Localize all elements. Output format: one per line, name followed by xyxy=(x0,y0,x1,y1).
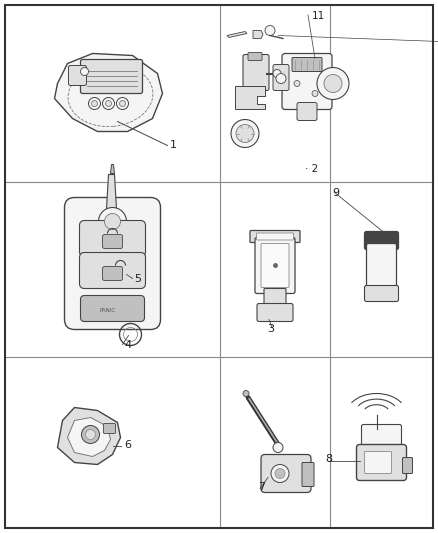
Text: 4: 4 xyxy=(124,340,132,350)
Circle shape xyxy=(236,125,254,142)
Circle shape xyxy=(231,119,259,148)
FancyBboxPatch shape xyxy=(297,102,317,120)
FancyBboxPatch shape xyxy=(264,288,286,309)
Polygon shape xyxy=(106,174,117,214)
Circle shape xyxy=(273,69,281,77)
FancyBboxPatch shape xyxy=(243,54,269,91)
Polygon shape xyxy=(57,408,120,464)
Circle shape xyxy=(81,425,99,443)
Polygon shape xyxy=(110,165,114,174)
FancyBboxPatch shape xyxy=(302,463,314,487)
Circle shape xyxy=(81,68,88,76)
Circle shape xyxy=(273,442,283,453)
Circle shape xyxy=(120,101,126,107)
FancyBboxPatch shape xyxy=(102,235,123,248)
FancyBboxPatch shape xyxy=(255,238,295,294)
FancyBboxPatch shape xyxy=(364,231,399,249)
Circle shape xyxy=(92,101,98,107)
FancyBboxPatch shape xyxy=(103,424,116,433)
FancyBboxPatch shape xyxy=(261,244,289,287)
Circle shape xyxy=(324,75,342,93)
FancyBboxPatch shape xyxy=(261,455,311,492)
Text: 6: 6 xyxy=(124,440,131,449)
Text: 7: 7 xyxy=(258,482,265,492)
FancyBboxPatch shape xyxy=(80,253,145,288)
FancyBboxPatch shape xyxy=(367,244,396,292)
Circle shape xyxy=(275,469,285,479)
Polygon shape xyxy=(67,417,110,456)
FancyBboxPatch shape xyxy=(102,266,123,280)
FancyBboxPatch shape xyxy=(357,445,406,481)
Text: · 2: · 2 xyxy=(305,164,318,174)
FancyBboxPatch shape xyxy=(250,230,300,243)
FancyBboxPatch shape xyxy=(292,58,322,71)
FancyBboxPatch shape xyxy=(68,66,86,85)
Text: 5: 5 xyxy=(134,273,141,284)
FancyBboxPatch shape xyxy=(81,60,142,93)
Circle shape xyxy=(85,430,95,440)
FancyBboxPatch shape xyxy=(64,198,160,329)
Circle shape xyxy=(102,98,114,109)
Circle shape xyxy=(271,464,289,482)
Polygon shape xyxy=(235,85,265,109)
FancyBboxPatch shape xyxy=(257,233,293,240)
Polygon shape xyxy=(54,53,162,132)
Circle shape xyxy=(117,98,128,109)
Circle shape xyxy=(243,391,249,397)
Text: 8: 8 xyxy=(325,455,332,464)
Circle shape xyxy=(106,101,112,107)
Circle shape xyxy=(312,91,318,96)
Text: PANIC: PANIC xyxy=(99,309,116,313)
Circle shape xyxy=(294,80,300,86)
FancyBboxPatch shape xyxy=(257,303,293,321)
FancyBboxPatch shape xyxy=(80,221,145,256)
Text: 3: 3 xyxy=(267,324,274,334)
Circle shape xyxy=(276,74,286,84)
Circle shape xyxy=(99,207,127,236)
FancyBboxPatch shape xyxy=(81,295,145,321)
FancyBboxPatch shape xyxy=(273,64,289,91)
FancyBboxPatch shape xyxy=(364,451,392,473)
Circle shape xyxy=(88,98,100,109)
Text: 11: 11 xyxy=(312,11,325,21)
FancyBboxPatch shape xyxy=(403,457,413,473)
FancyBboxPatch shape xyxy=(361,424,402,447)
Polygon shape xyxy=(253,30,263,38)
Circle shape xyxy=(265,26,275,36)
Text: 1: 1 xyxy=(170,141,177,150)
FancyBboxPatch shape xyxy=(282,53,332,109)
FancyBboxPatch shape xyxy=(364,286,399,302)
Polygon shape xyxy=(227,31,247,37)
FancyBboxPatch shape xyxy=(248,52,262,61)
Circle shape xyxy=(317,68,349,100)
Text: 9: 9 xyxy=(332,188,339,198)
Circle shape xyxy=(105,214,120,230)
